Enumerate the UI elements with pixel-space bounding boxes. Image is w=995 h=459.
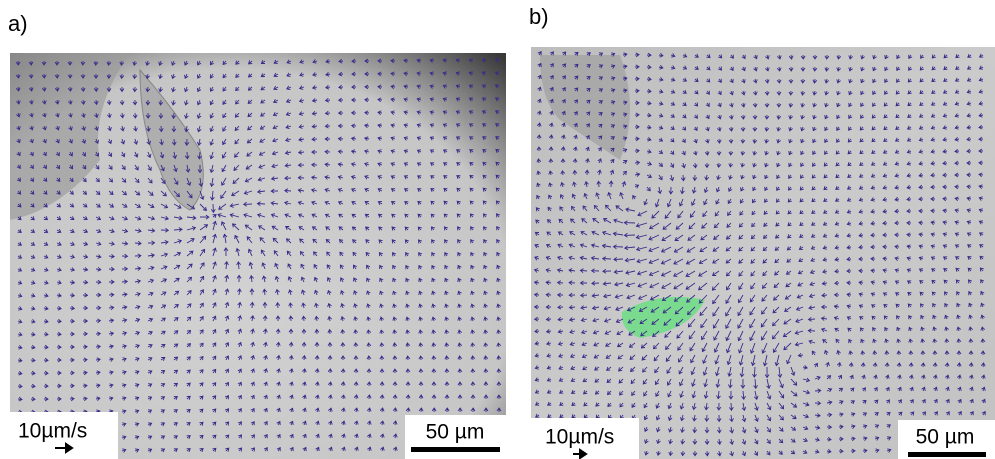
panel-label: a) bbox=[8, 11, 28, 36]
panel-b-image bbox=[531, 47, 995, 459]
panel-a-image bbox=[10, 53, 506, 459]
panel-label: b) bbox=[529, 4, 549, 29]
scale-arrow bbox=[573, 448, 588, 459]
scale-bar-label: 50 µm bbox=[426, 421, 485, 444]
vector-field bbox=[15, 58, 502, 454]
velocity-scale: 10µm/s bbox=[545, 426, 614, 449]
scale-bar-label: 50 µm bbox=[916, 426, 975, 449]
vector-field bbox=[533, 50, 987, 457]
legend-box bbox=[10, 412, 118, 459]
velocity-scale: 10µm/s bbox=[18, 420, 87, 443]
scale-bar bbox=[411, 447, 500, 452]
scale-bar bbox=[908, 452, 986, 457]
scale-arrow bbox=[55, 442, 74, 454]
